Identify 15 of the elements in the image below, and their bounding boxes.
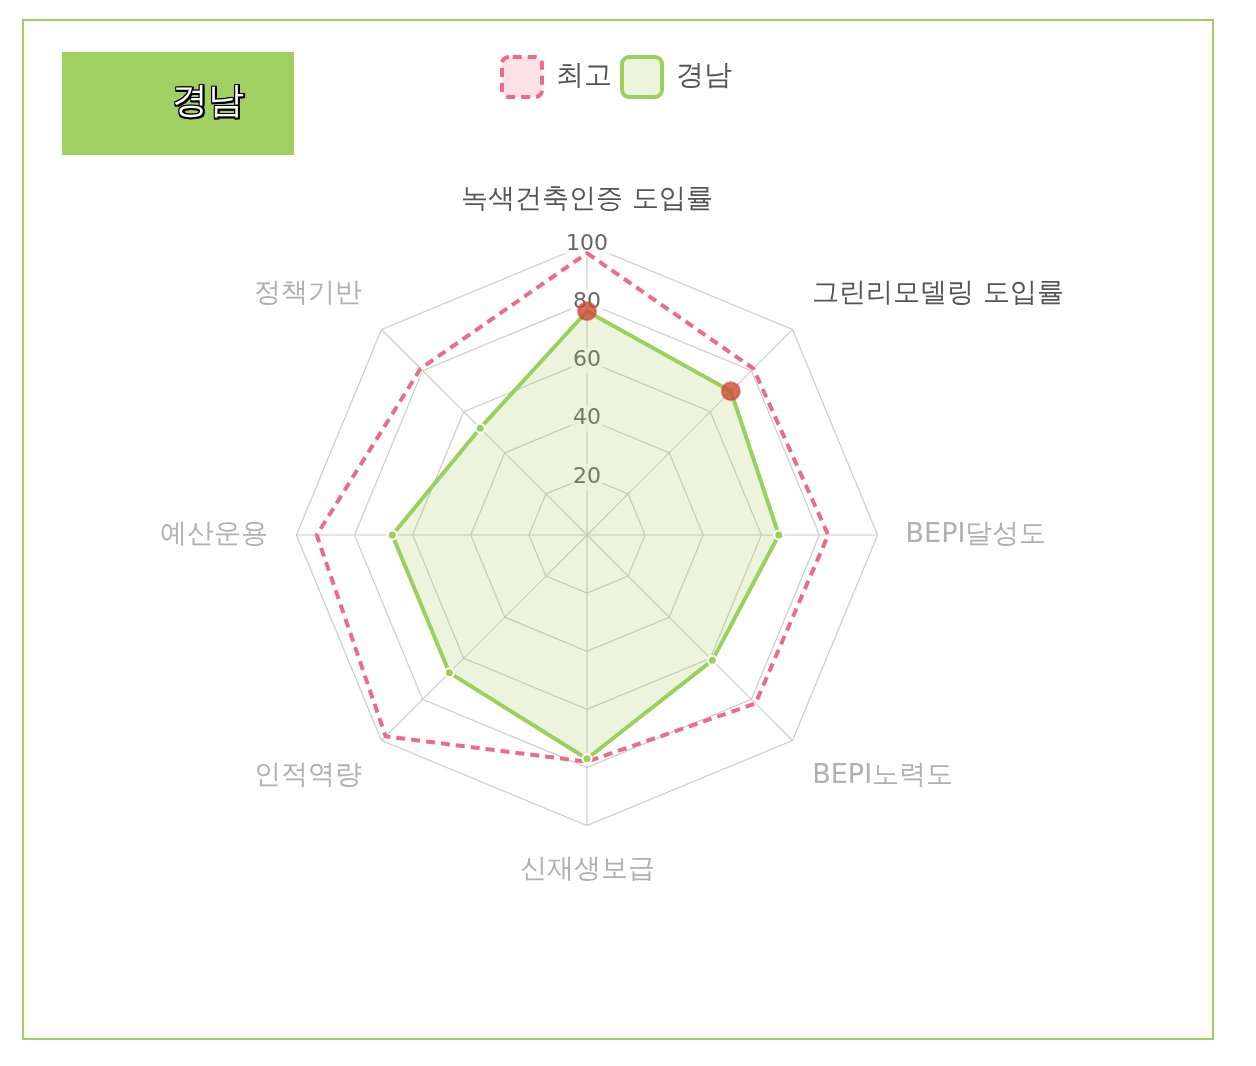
spoke-label: 정책기반 bbox=[253, 275, 362, 307]
spoke-label: BEPI노력도 bbox=[812, 758, 954, 790]
text: 경남 bbox=[172, 78, 244, 122]
spoke-label: 예산운용 bbox=[160, 517, 269, 549]
y-tick-label: 60 bbox=[573, 346, 601, 372]
legend-label: 최고 bbox=[556, 58, 612, 92]
spoke-label: BEPI달성도 bbox=[905, 517, 1047, 549]
y-tick-label: 100 bbox=[566, 230, 608, 256]
y-tick-label: 20 bbox=[573, 462, 601, 488]
spoke-label: 인적역량 bbox=[253, 758, 362, 790]
legend-label: 경남 bbox=[676, 58, 732, 92]
spoke-label: 신재생보급 bbox=[519, 851, 655, 883]
spoke-label: 녹색건축인증 도입률 bbox=[461, 182, 713, 214]
y-tick-label: 40 bbox=[573, 404, 601, 430]
spoke-label: 그린리모델링 도입률 bbox=[812, 275, 1064, 307]
